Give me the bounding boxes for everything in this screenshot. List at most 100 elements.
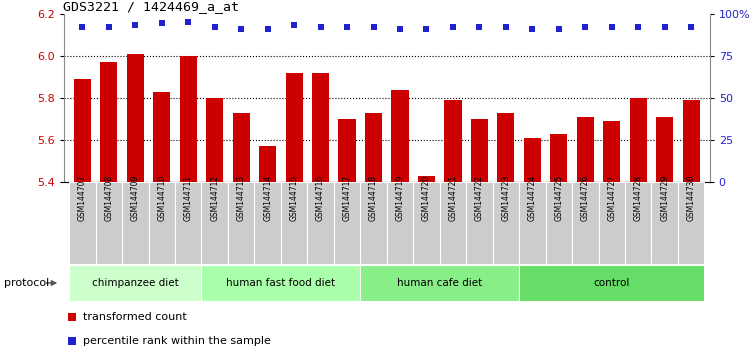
Text: GSM144707: GSM144707 — [78, 175, 87, 221]
FancyBboxPatch shape — [307, 182, 334, 264]
Point — [65, 338, 77, 344]
FancyBboxPatch shape — [122, 182, 149, 264]
Text: GSM144725: GSM144725 — [554, 175, 563, 221]
Text: GSM144718: GSM144718 — [369, 175, 378, 221]
FancyBboxPatch shape — [493, 182, 519, 264]
FancyBboxPatch shape — [360, 182, 387, 264]
Bar — [179, 56, 197, 182]
Point — [209, 24, 221, 29]
Text: control: control — [593, 278, 630, 288]
Text: GSM144714: GSM144714 — [263, 175, 272, 221]
Bar — [153, 92, 170, 182]
Text: GSM144729: GSM144729 — [660, 175, 669, 221]
Text: GSM144719: GSM144719 — [396, 175, 405, 221]
Point — [394, 26, 406, 32]
Point — [553, 26, 565, 32]
FancyBboxPatch shape — [678, 182, 704, 264]
Bar — [471, 119, 488, 182]
FancyBboxPatch shape — [69, 265, 201, 301]
FancyBboxPatch shape — [334, 182, 360, 264]
Bar — [550, 134, 568, 182]
Bar — [391, 90, 409, 182]
Bar — [127, 54, 144, 182]
Point — [65, 314, 77, 319]
Bar — [418, 176, 435, 182]
Text: GSM144730: GSM144730 — [686, 175, 695, 221]
FancyBboxPatch shape — [439, 182, 466, 264]
Bar — [365, 113, 382, 182]
FancyBboxPatch shape — [149, 182, 175, 264]
Text: GSM144708: GSM144708 — [104, 175, 113, 221]
FancyBboxPatch shape — [545, 182, 572, 264]
FancyBboxPatch shape — [413, 182, 439, 264]
Point — [659, 24, 671, 29]
FancyBboxPatch shape — [466, 182, 493, 264]
Point — [288, 22, 300, 27]
Bar — [100, 62, 117, 182]
FancyBboxPatch shape — [599, 182, 625, 264]
Point — [77, 24, 89, 29]
Point — [261, 26, 273, 32]
Text: GSM144711: GSM144711 — [184, 175, 193, 221]
Text: GDS3221 / 1424469_a_at: GDS3221 / 1424469_a_at — [63, 0, 239, 13]
FancyBboxPatch shape — [519, 265, 704, 301]
Text: percentile rank within the sample: percentile rank within the sample — [83, 336, 271, 346]
Point — [367, 24, 379, 29]
Bar — [339, 119, 356, 182]
Bar — [233, 113, 250, 182]
Point — [103, 24, 115, 29]
Text: GSM144713: GSM144713 — [237, 175, 246, 221]
Text: human cafe diet: human cafe diet — [397, 278, 482, 288]
Point — [341, 24, 353, 29]
Text: GSM144720: GSM144720 — [422, 175, 431, 221]
Point — [606, 24, 618, 29]
Point — [473, 24, 485, 29]
FancyBboxPatch shape — [69, 182, 95, 264]
FancyBboxPatch shape — [360, 265, 519, 301]
Bar — [497, 113, 514, 182]
Text: GSM144721: GSM144721 — [448, 175, 457, 221]
Point — [155, 21, 167, 26]
Bar — [603, 121, 620, 182]
Bar — [445, 100, 462, 182]
Bar — [206, 98, 223, 182]
Text: GSM144728: GSM144728 — [634, 175, 643, 221]
Bar — [259, 146, 276, 182]
Text: GSM144712: GSM144712 — [210, 175, 219, 221]
Text: GSM144717: GSM144717 — [342, 175, 351, 221]
FancyBboxPatch shape — [228, 182, 255, 264]
Text: GSM144722: GSM144722 — [475, 175, 484, 221]
Point — [632, 24, 644, 29]
Text: GSM144726: GSM144726 — [581, 175, 590, 221]
FancyBboxPatch shape — [201, 182, 228, 264]
Point — [579, 24, 591, 29]
Text: GSM144727: GSM144727 — [608, 175, 617, 221]
FancyBboxPatch shape — [201, 265, 360, 301]
Bar — [312, 73, 329, 182]
Text: GSM144724: GSM144724 — [528, 175, 537, 221]
FancyBboxPatch shape — [572, 182, 599, 264]
Bar — [523, 138, 541, 182]
Text: protocol: protocol — [4, 278, 49, 288]
FancyBboxPatch shape — [95, 182, 122, 264]
Text: GSM144710: GSM144710 — [157, 175, 166, 221]
FancyBboxPatch shape — [387, 182, 413, 264]
FancyBboxPatch shape — [651, 182, 678, 264]
FancyBboxPatch shape — [281, 182, 307, 264]
Text: human fast food diet: human fast food diet — [226, 278, 336, 288]
Bar — [656, 117, 674, 182]
Point — [182, 19, 195, 25]
Text: GSM144716: GSM144716 — [316, 175, 325, 221]
FancyBboxPatch shape — [255, 182, 281, 264]
Point — [685, 24, 697, 29]
Point — [315, 24, 327, 29]
Point — [500, 24, 512, 29]
Text: GSM144715: GSM144715 — [290, 175, 299, 221]
FancyBboxPatch shape — [175, 182, 201, 264]
Bar — [74, 79, 91, 182]
Point — [526, 26, 538, 32]
Text: GSM144723: GSM144723 — [502, 175, 511, 221]
Bar — [577, 117, 594, 182]
Point — [421, 26, 433, 32]
Bar — [629, 98, 647, 182]
